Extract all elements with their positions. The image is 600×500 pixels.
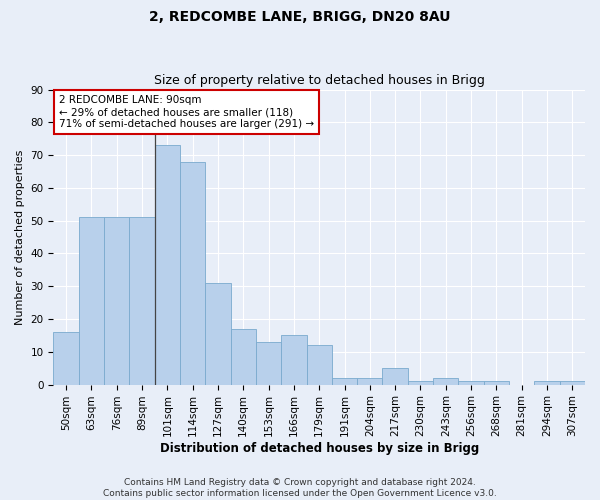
Bar: [332, 378, 357, 384]
Bar: [79, 218, 104, 384]
Bar: [53, 332, 79, 384]
Bar: [560, 382, 585, 384]
Bar: [256, 342, 281, 384]
Bar: [130, 218, 155, 384]
Text: Contains HM Land Registry data © Crown copyright and database right 2024.
Contai: Contains HM Land Registry data © Crown c…: [103, 478, 497, 498]
Bar: [155, 146, 180, 384]
Bar: [307, 346, 332, 385]
Title: Size of property relative to detached houses in Brigg: Size of property relative to detached ho…: [154, 74, 485, 87]
Text: 2 REDCOMBE LANE: 90sqm
← 29% of detached houses are smaller (118)
71% of semi-de: 2 REDCOMBE LANE: 90sqm ← 29% of detached…: [59, 96, 314, 128]
Bar: [205, 283, 230, 384]
Bar: [104, 218, 130, 384]
Bar: [180, 162, 205, 384]
Bar: [357, 378, 382, 384]
Bar: [281, 336, 307, 384]
Bar: [484, 382, 509, 384]
Bar: [458, 382, 484, 384]
Bar: [433, 378, 458, 384]
Text: 2, REDCOMBE LANE, BRIGG, DN20 8AU: 2, REDCOMBE LANE, BRIGG, DN20 8AU: [149, 10, 451, 24]
X-axis label: Distribution of detached houses by size in Brigg: Distribution of detached houses by size …: [160, 442, 479, 455]
Bar: [535, 382, 560, 384]
Bar: [230, 329, 256, 384]
Bar: [408, 382, 433, 384]
Y-axis label: Number of detached properties: Number of detached properties: [15, 150, 25, 325]
Bar: [382, 368, 408, 384]
